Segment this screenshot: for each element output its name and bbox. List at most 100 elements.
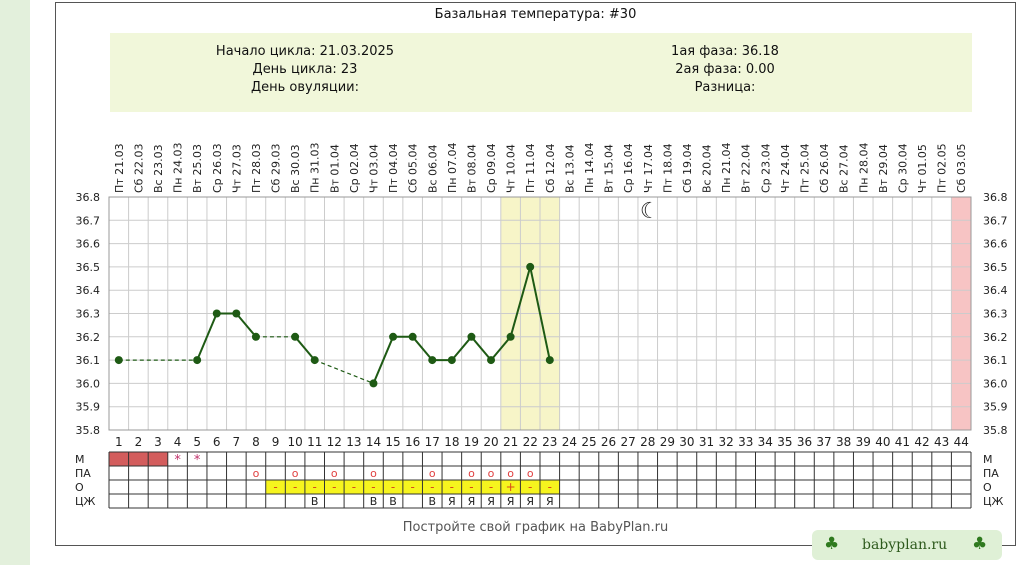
day-number-label: 16 (405, 435, 420, 449)
day-number-label: 29 (660, 435, 675, 449)
row-label-right: ПА (983, 467, 999, 480)
cycle-info-panel: Начало цикла: 21.03.2025 День цикла: 23 … (110, 33, 972, 112)
temperature-point (467, 332, 476, 341)
day-number-label: 11 (307, 435, 322, 449)
date-label: Вс 13.04 (563, 144, 576, 193)
mucus-cell (402, 480, 423, 494)
y-tick-label-right: 35.9 (983, 401, 1008, 414)
pa-mark: о (507, 467, 514, 480)
date-label: Чт 27.03 (230, 144, 243, 193)
temperature-line-segment (294, 336, 316, 361)
brand-badge[interactable]: ♣ babyplan.ru ♣ (812, 530, 1002, 560)
date-label: Чт 17.04 (642, 144, 655, 193)
menses-cell (128, 452, 149, 466)
mucus-cell (324, 480, 345, 494)
date-label: Пн 14.04 (583, 143, 596, 193)
temperature-line-segment (411, 336, 434, 361)
y-tick-label-right: 36.0 (983, 377, 1008, 390)
day-number-label: 13 (346, 435, 361, 449)
temperature-point (232, 309, 241, 318)
y-tick-label-right: 35.8 (983, 424, 1008, 437)
date-label: Ср 09.04 (485, 143, 498, 193)
clover-icon: ♣ (972, 534, 988, 554)
day-number-label: 24 (562, 435, 577, 449)
cervical-mucus-mark: В (389, 495, 397, 508)
temperature-point (251, 332, 260, 341)
mucus-mark: - (430, 480, 434, 494)
y-tick-label-right: 36.2 (983, 331, 1008, 344)
day-number-label: 26 (601, 435, 616, 449)
row-label-left: О (75, 481, 84, 494)
date-label: Пн 28.04 (857, 143, 870, 193)
day-number-label: 37 (816, 435, 831, 449)
footer-link-text[interactable]: Постройте свой график на BabyPlan.ru (402, 520, 669, 535)
temperature-line-segment (470, 336, 492, 361)
mucus-cell (304, 480, 325, 494)
pa-mark: о (370, 467, 377, 480)
date-label: Сб 26.04 (818, 144, 831, 193)
day-number-label: 17 (425, 435, 440, 449)
date-label: Пт 11.04 (524, 143, 537, 193)
cycle-info-left: Начало цикла: 21.03.2025 День цикла: 23 … (215, 43, 395, 97)
day-number-label: 7 (233, 435, 241, 449)
date-label: Вт 22.04 (740, 144, 753, 193)
day-number-label: 1 (115, 435, 123, 449)
mucus-mark: - (273, 480, 277, 494)
y-tick-label-right: 36.1 (983, 354, 1008, 367)
date-label: Ср 02.04 (348, 143, 361, 193)
day-number-label: 23 (542, 435, 557, 449)
mucus-cell (422, 480, 443, 494)
mucus-cell (344, 480, 364, 494)
mucus-cell (500, 480, 521, 494)
pa-mark: о (253, 467, 260, 480)
pa-mark: о (331, 467, 338, 480)
mucus-mark: - (352, 480, 356, 494)
temperature-point (212, 309, 221, 318)
mucus-mark: - (489, 480, 493, 494)
temperature-point (487, 356, 496, 365)
menses-mark: * (194, 453, 201, 468)
y-tick-label-left: 36.6 (76, 238, 101, 251)
day-number-label: 8 (252, 435, 260, 449)
row-label-left: ПА (75, 467, 91, 480)
day-number-label: 19 (464, 435, 479, 449)
row-label-right: ЦЖ (983, 495, 1004, 508)
phase2-text: 2ая фаза: 0.00 (675, 62, 775, 77)
temperature-line-segment (451, 336, 473, 361)
date-label: Сб 22.03 (132, 144, 145, 193)
day-number-label: 41 (895, 435, 910, 449)
mucus-cell (265, 480, 286, 494)
temperature-line-segment (509, 266, 532, 338)
temperature-point (447, 356, 456, 365)
chart-title: Базальная температура: #30 (434, 7, 637, 22)
y-tick-label-left: 36.0 (76, 377, 101, 390)
temperature-point (428, 356, 437, 365)
pa-mark: о (488, 467, 495, 480)
cervical-mucus-mark: Я (546, 495, 554, 508)
day-number-label: 28 (640, 435, 655, 449)
pa-mark: о (292, 467, 299, 480)
y-tick-label-left: 35.8 (76, 424, 101, 437)
clover-icon: ♣ (824, 534, 840, 554)
day-number-label: 36 (797, 435, 812, 449)
temperature-line-segment (196, 313, 218, 361)
y-tick-label-right: 36.7 (983, 214, 1008, 227)
pa-mark: о (468, 467, 475, 480)
day-number-label: 38 (836, 435, 851, 449)
mucus-cell (363, 480, 384, 494)
day-number-label: 10 (287, 435, 302, 449)
date-label: Ср 23.04 (759, 143, 772, 193)
date-label: Чт 01.05 (916, 144, 929, 193)
day-number-label: 12 (327, 435, 342, 449)
date-label: Чт 03.04 (367, 144, 380, 193)
pa-mark: о (527, 467, 534, 480)
cervical-mucus-mark: В (370, 495, 378, 508)
day-number-label: 22 (523, 435, 538, 449)
date-label: Пт 04.04 (387, 143, 400, 193)
date-label: Вс 06.04 (426, 144, 439, 193)
mucus-mark: - (410, 480, 414, 494)
cervical-mucus-mark: Я (448, 495, 456, 508)
missing-data-segment (314, 359, 374, 384)
temperature-point (291, 332, 300, 341)
date-label: Пн 21.04 (720, 143, 733, 193)
